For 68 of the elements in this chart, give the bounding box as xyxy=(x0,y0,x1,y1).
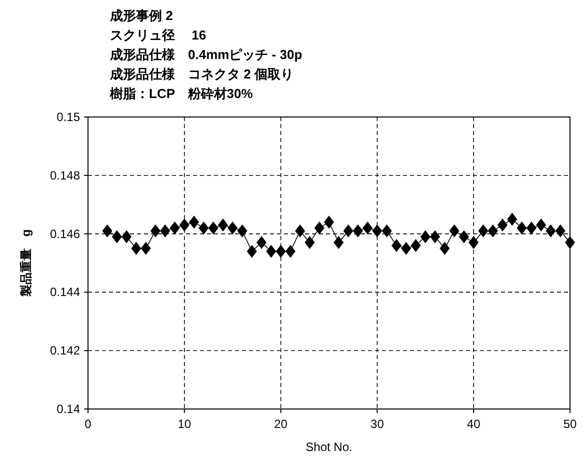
y-tick-label: 0.144 xyxy=(50,285,80,300)
point xyxy=(102,224,112,238)
point xyxy=(131,242,142,255)
point xyxy=(401,242,412,255)
point xyxy=(391,238,402,252)
point xyxy=(276,244,286,258)
point xyxy=(208,221,218,234)
text: 成形品仕様 0.4mmピッチ - 30p xyxy=(109,47,302,62)
x-tick-label: 10 xyxy=(178,417,192,431)
point xyxy=(410,238,421,252)
point xyxy=(362,221,373,234)
point xyxy=(420,230,430,244)
x-axis-title: Shot No. xyxy=(306,440,352,454)
point xyxy=(546,224,556,238)
chart-title: 成形事例 2 xyxy=(109,8,173,23)
point xyxy=(536,218,546,232)
point xyxy=(189,216,200,229)
point xyxy=(112,230,122,244)
y-axis-title: 製品重量 g xyxy=(19,229,33,298)
point xyxy=(266,244,276,258)
point xyxy=(449,224,460,238)
point xyxy=(246,244,257,258)
y-tick-label: 0.15 xyxy=(56,110,80,124)
point xyxy=(526,221,536,234)
point xyxy=(256,236,267,250)
point xyxy=(382,224,392,238)
point xyxy=(314,221,324,234)
point xyxy=(150,224,160,238)
point xyxy=(334,236,344,250)
text: 成形品仕様 コネクタ 2 個取り xyxy=(109,66,294,82)
x-tick-label: 40 xyxy=(466,417,481,431)
y-tick-label: 0.14 xyxy=(56,402,80,416)
x-tick-label: 0 xyxy=(84,417,92,431)
point xyxy=(458,230,469,244)
point xyxy=(237,224,248,238)
y-tick-label: 0.146 xyxy=(50,226,80,241)
point xyxy=(170,221,180,234)
point xyxy=(488,224,498,238)
point xyxy=(343,224,354,238)
point xyxy=(516,221,527,234)
point xyxy=(324,216,334,229)
x-tick-label: 50 xyxy=(563,417,577,431)
point xyxy=(372,224,382,238)
point xyxy=(228,221,238,234)
point xyxy=(498,218,508,232)
point xyxy=(430,230,440,244)
x-tick-label: 30 xyxy=(370,417,384,431)
point xyxy=(555,224,566,238)
point xyxy=(352,224,363,238)
point xyxy=(304,236,315,250)
text: スクリュ径 16 xyxy=(110,28,206,42)
point xyxy=(468,236,479,250)
point xyxy=(565,236,575,250)
point xyxy=(295,224,306,238)
x-tick-label: 20 xyxy=(274,417,288,431)
y-tick-label: 0.142 xyxy=(50,344,80,358)
point xyxy=(122,230,132,244)
point xyxy=(160,224,170,238)
point xyxy=(140,242,151,255)
point xyxy=(478,224,488,238)
y-tick-label: 0.148 xyxy=(50,168,80,182)
point xyxy=(179,218,190,232)
point xyxy=(285,244,296,258)
point xyxy=(218,218,228,232)
point xyxy=(507,212,518,226)
point xyxy=(198,221,209,234)
text: 樹脂：LCP 粉砕材30% xyxy=(109,86,254,101)
point xyxy=(440,242,450,255)
